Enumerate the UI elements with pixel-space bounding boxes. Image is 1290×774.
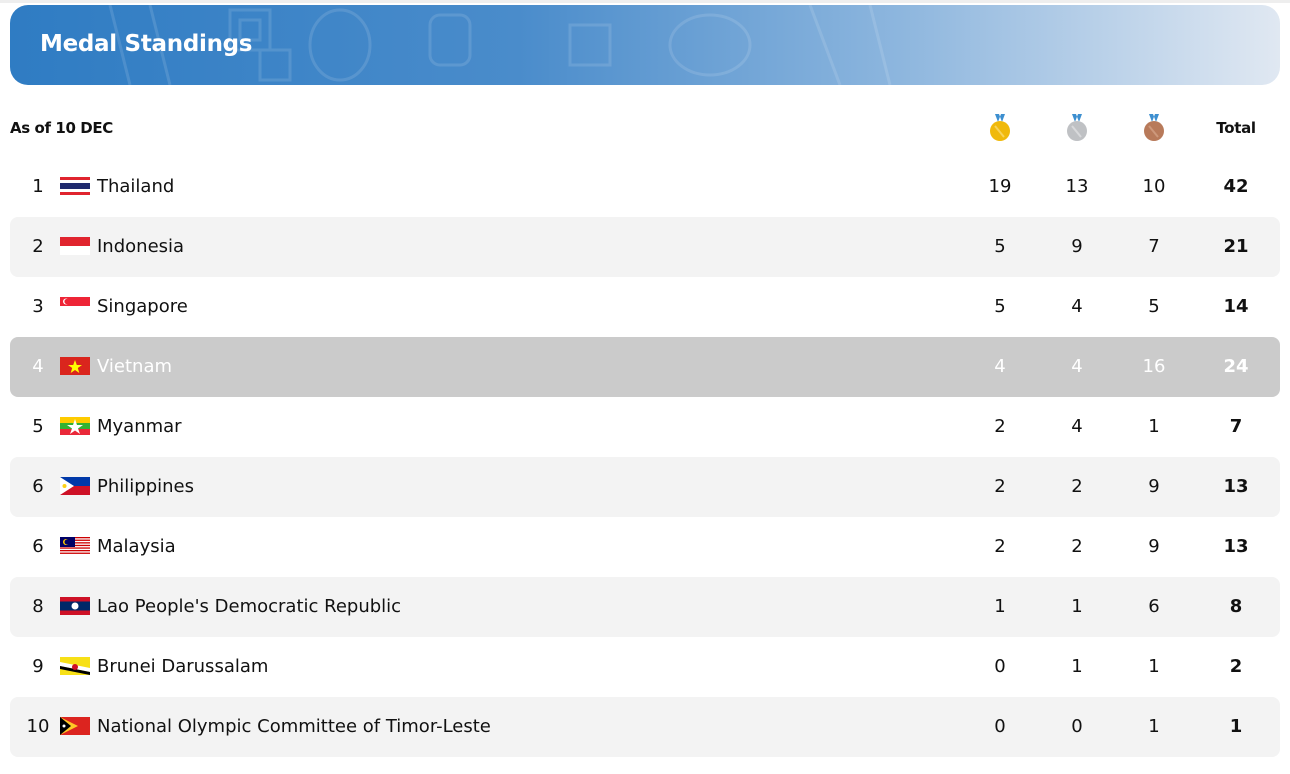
flag-tl-icon [60, 717, 90, 735]
gold-count: 5 [994, 236, 1006, 257]
silver-count: 1 [1071, 596, 1083, 617]
gold-count: 1 [994, 596, 1006, 617]
rank: 8 [32, 596, 44, 617]
rank: 3 [32, 296, 44, 317]
silver-count: 2 [1071, 476, 1083, 497]
banner-pattern [108, 5, 892, 85]
bronze-count: 1 [1148, 416, 1160, 437]
rank: 2 [32, 236, 44, 257]
flag-sg-icon [60, 297, 90, 315]
page-title: Medal Standings [40, 31, 253, 57]
table-row-sg[interactable]: 3 Singapore 5 4 5 14 [10, 277, 1280, 337]
rank: 6 [32, 536, 44, 557]
table-row-mm[interactable]: 5 Myanmar 2 4 1 7 [10, 397, 1280, 457]
country-name[interactable]: Brunei Darussalam [97, 656, 269, 677]
country-name[interactable]: Vietnam [97, 356, 173, 377]
flag-ph-icon [60, 477, 90, 495]
total-count: 2 [1229, 656, 1243, 677]
flag-id-icon [60, 237, 90, 255]
flag-my-icon [60, 537, 90, 555]
country-name[interactable]: National Olympic Committee of Timor-Lest… [97, 716, 491, 737]
total-count: 1 [1229, 716, 1243, 737]
silver-count: 13 [1065, 176, 1089, 197]
country-name[interactable]: Indonesia [97, 236, 185, 257]
gold-count: 19 [988, 176, 1012, 197]
bronze-medal-icon [1124, 114, 1184, 146]
table-row-tl[interactable]: 10 National Olympic Committee of Timor-L… [10, 697, 1280, 757]
gold-count: 4 [994, 356, 1006, 377]
country-name[interactable]: Singapore [97, 296, 188, 317]
standings-table: 1 Thailand 19 13 10 42 2 Indonesia 5 9 7… [10, 157, 1280, 757]
rank: 9 [32, 656, 44, 677]
rank: 1 [32, 176, 44, 197]
rank: 4 [32, 356, 44, 377]
table-row-id[interactable]: 2 Indonesia 5 9 7 21 [10, 217, 1280, 277]
flag-th-icon [60, 177, 90, 195]
gold-count: 2 [994, 536, 1006, 557]
rank: 5 [32, 416, 44, 437]
total-count: 13 [1223, 536, 1249, 557]
table-row-la[interactable]: 8 Lao People's Democratic Republic 1 1 6… [10, 577, 1280, 637]
total-count: 13 [1223, 476, 1249, 497]
flag-bn-icon [60, 657, 90, 675]
as-of-date: As of 10 DEC [10, 119, 113, 137]
table-row-bn[interactable]: 9 Brunei Darussalam 0 1 1 2 [10, 637, 1280, 697]
silver-count: 4 [1071, 356, 1083, 377]
bronze-count: 9 [1148, 476, 1160, 497]
country-name[interactable]: Myanmar [97, 416, 182, 437]
table-row-ph[interactable]: 6 Philippines 2 2 9 13 [10, 457, 1280, 517]
flag-mm-icon [60, 417, 90, 435]
gold-count: 2 [994, 416, 1006, 437]
bronze-count: 10 [1142, 176, 1166, 197]
table-row-my[interactable]: 6 Malaysia 2 2 9 13 [10, 517, 1280, 577]
total-count: 8 [1229, 596, 1243, 617]
silver-count: 2 [1071, 536, 1083, 557]
total-count: 24 [1223, 356, 1249, 377]
flag-vn-icon [60, 357, 90, 375]
gold-medal-icon [970, 114, 1030, 146]
table-header: As of 10 DEC Total [0, 100, 1290, 157]
total-count: 42 [1223, 176, 1249, 197]
total-column-header: Total [1216, 119, 1256, 137]
bronze-count: 16 [1142, 356, 1166, 377]
country-name[interactable]: Philippines [97, 476, 194, 497]
silver-count: 9 [1071, 236, 1083, 257]
bronze-count: 7 [1148, 236, 1160, 257]
top-border [0, 0, 1290, 3]
silver-medal-icon [1047, 114, 1107, 146]
rank: 6 [32, 476, 44, 497]
bronze-count: 5 [1148, 296, 1160, 317]
total-count: 14 [1223, 296, 1249, 317]
country-name[interactable]: Lao People's Democratic Republic [97, 596, 402, 617]
total-count: 7 [1229, 416, 1243, 437]
total-count: 21 [1223, 236, 1249, 257]
table-row-th[interactable]: 1 Thailand 19 13 10 42 [10, 157, 1280, 217]
bronze-count: 9 [1148, 536, 1160, 557]
country-name[interactable]: Malaysia [97, 536, 176, 557]
silver-count: 4 [1071, 416, 1083, 437]
gold-count: 0 [994, 716, 1006, 737]
flag-la-icon [60, 597, 90, 615]
silver-count: 1 [1071, 656, 1083, 677]
gold-count: 0 [994, 656, 1006, 677]
rank: 10 [26, 716, 50, 737]
gold-count: 5 [994, 296, 1006, 317]
bronze-count: 1 [1148, 656, 1160, 677]
silver-count: 0 [1071, 716, 1083, 737]
table-row-vn[interactable]: 4 Vietnam 4 4 16 24 [10, 337, 1280, 397]
bronze-count: 6 [1148, 596, 1160, 617]
gold-count: 2 [994, 476, 1006, 497]
bronze-count: 1 [1148, 716, 1160, 737]
header-banner: Medal Standings [10, 5, 1280, 85]
silver-count: 4 [1071, 296, 1083, 317]
country-name[interactable]: Thailand [97, 176, 175, 197]
